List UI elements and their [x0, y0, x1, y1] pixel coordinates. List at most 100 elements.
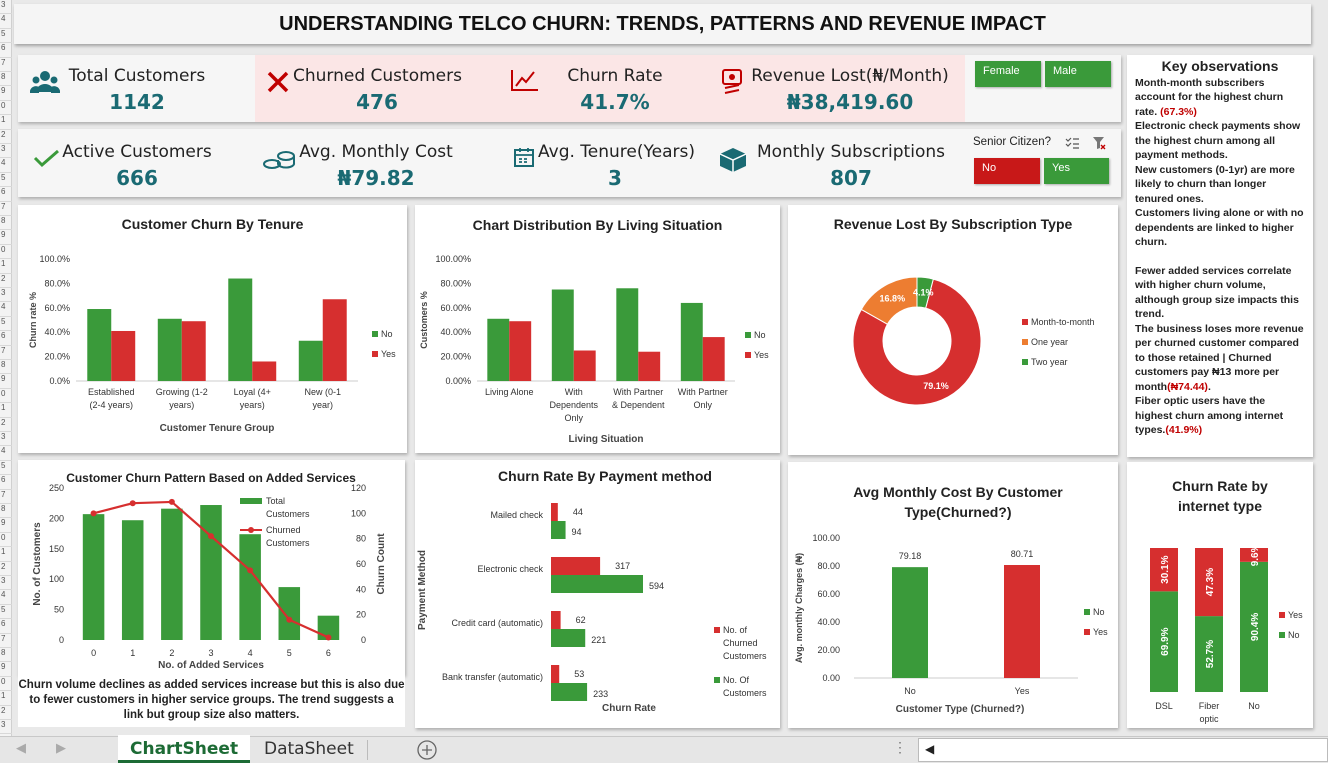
chart-services-panel: Customer Churn Pattern Based on Added Se… — [18, 460, 405, 675]
scrollbar-left-arrow-icon[interactable]: ◀ — [925, 742, 935, 756]
row-number: 8 — [0, 648, 12, 663]
x-tick-label: 1 — [130, 648, 135, 658]
scroll-left-icon[interactable]: ◀ — [16, 740, 26, 755]
row-number: 2 — [0, 274, 12, 288]
scroll-right-icon[interactable]: ▶ — [56, 740, 66, 755]
row-number: 3 — [0, 720, 12, 735]
chart-title: Revenue Lost By Subscription Type — [834, 216, 1073, 232]
bar — [298, 340, 323, 381]
bar — [161, 508, 183, 640]
observation-3: New customers (0-1yr) are more likely to… — [1135, 163, 1295, 205]
churn-point — [247, 567, 254, 574]
x-tick-label: Only — [564, 413, 583, 423]
tab-datasheet[interactable]: DataSheet — [264, 739, 354, 759]
key-observations-panel: Key observations Month-month subscribers… — [1127, 55, 1313, 457]
data-label: 221 — [591, 635, 606, 645]
row-number: 5 — [0, 461, 12, 476]
y-tick-label: Bank transfer (automatic) — [442, 672, 543, 682]
bar — [111, 330, 136, 381]
kpi-value: 41.7% — [580, 90, 650, 114]
observation-text: Fiber optic users have the highest churn… — [1135, 395, 1284, 436]
kpi-value: ₦79.82 — [337, 166, 415, 190]
churn-point — [208, 533, 214, 540]
row-number: 1 — [0, 115, 12, 130]
observation-1: Month-month subscribers account for the … — [1135, 76, 1305, 120]
bar — [551, 503, 558, 521]
y-tick-label: 100.00% — [435, 254, 471, 264]
bar — [702, 337, 725, 381]
kpi-row-1-highlight — [255, 55, 965, 122]
clear-filter-icon[interactable] — [1092, 136, 1106, 150]
churn-point — [286, 616, 293, 623]
churn-point — [129, 500, 136, 507]
observation-2: Electronic check payments show the highe… — [1135, 120, 1301, 161]
legend-label: Month-to-month — [1031, 317, 1095, 327]
slicer-male-button[interactable]: Male — [1045, 61, 1111, 87]
kpi-label: Monthly Subscriptions — [757, 142, 945, 162]
horizontal-scrollbar[interactable]: ◀ — [918, 738, 1328, 762]
slice-label: 4.1% — [913, 287, 934, 297]
slicer-senior-yes-button[interactable]: Yes — [1044, 158, 1109, 184]
y2-tick-label: 60 — [356, 559, 366, 569]
y-axis-label: Customers % — [419, 291, 429, 349]
legend-label: Total — [266, 496, 285, 506]
bar — [551, 289, 574, 381]
y-tick-label: 250 — [49, 483, 64, 493]
y-axis-label: Avg. monthly Charges (₦) — [794, 553, 804, 663]
bar — [551, 521, 566, 539]
row-number: 0 — [0, 677, 12, 692]
slicer-senior-no-button[interactable]: No — [974, 158, 1040, 184]
row-number: 8 — [0, 360, 12, 375]
kpi-label: Total Customers — [68, 66, 206, 86]
x-tick-label: Yes — [1015, 686, 1030, 696]
bar — [87, 309, 112, 381]
data-label: 79.18 — [899, 551, 922, 561]
y-tick-label: Electronic check — [477, 564, 543, 574]
row-number: 2 — [0, 706, 12, 720]
row-number: 3 — [0, 144, 12, 159]
chart-payment: Churn Rate By Payment method Mailed check… — [417, 468, 767, 714]
add-sheet-icon[interactable] — [416, 739, 438, 761]
legend-swatch — [1279, 632, 1285, 638]
bar — [239, 534, 261, 640]
y2-axis-label: Churn Count — [376, 533, 387, 595]
x-tick-label: DSL — [1155, 701, 1173, 711]
y-tick-label: 50 — [54, 605, 64, 615]
y2-tick-label: 120 — [351, 483, 366, 493]
kpi-value: 3 — [608, 166, 622, 190]
bar — [181, 321, 206, 381]
legend-label: No — [1093, 607, 1105, 617]
bar — [1240, 548, 1268, 562]
bar — [1195, 616, 1223, 692]
calendar-icon — [514, 148, 534, 167]
x-axis-label: Customer Type (Churned?) — [896, 704, 1025, 715]
bar — [252, 361, 277, 381]
multi-select-icon[interactable] — [1065, 136, 1079, 150]
row-number: 3 — [0, 432, 12, 447]
row-number: 1 — [0, 259, 12, 274]
data-label: 90.4% — [1250, 613, 1261, 641]
legend-swatch — [1084, 629, 1090, 635]
x-tick-label: year) — [312, 400, 333, 410]
row-number: 5 — [0, 173, 12, 188]
kpi-row-2 — [18, 129, 1121, 197]
observation-5: Fewer added services correlate with high… — [1135, 264, 1299, 321]
tab-options-icon[interactable]: ⋮ — [893, 739, 907, 755]
legend-swatch — [714, 677, 720, 683]
y-tick-label: 60.0% — [44, 303, 70, 313]
tab-chartsheet[interactable]: ChartSheet — [118, 735, 251, 763]
kpi-active-customers: Active Customers 666 — [60, 142, 214, 190]
bar — [228, 278, 253, 381]
row-number: 0 — [0, 245, 12, 260]
legend-label: Churned — [723, 638, 758, 648]
observation-4: Customers living alone or with no depend… — [1135, 207, 1304, 248]
legend-marker — [248, 527, 254, 533]
legend-swatch — [1022, 359, 1028, 365]
slicer-female-button[interactable]: Female — [975, 61, 1041, 87]
row-number: 4 — [0, 302, 12, 317]
y-tick-label: 20.00% — [440, 352, 471, 362]
y-tick-label: Mailed check — [490, 510, 543, 520]
kpi-revenue-lost: Revenue Lost(₦/Month) ₦38,419.60 — [748, 66, 952, 114]
kpi-label: Avg. Tenure(Years) — [538, 142, 695, 162]
